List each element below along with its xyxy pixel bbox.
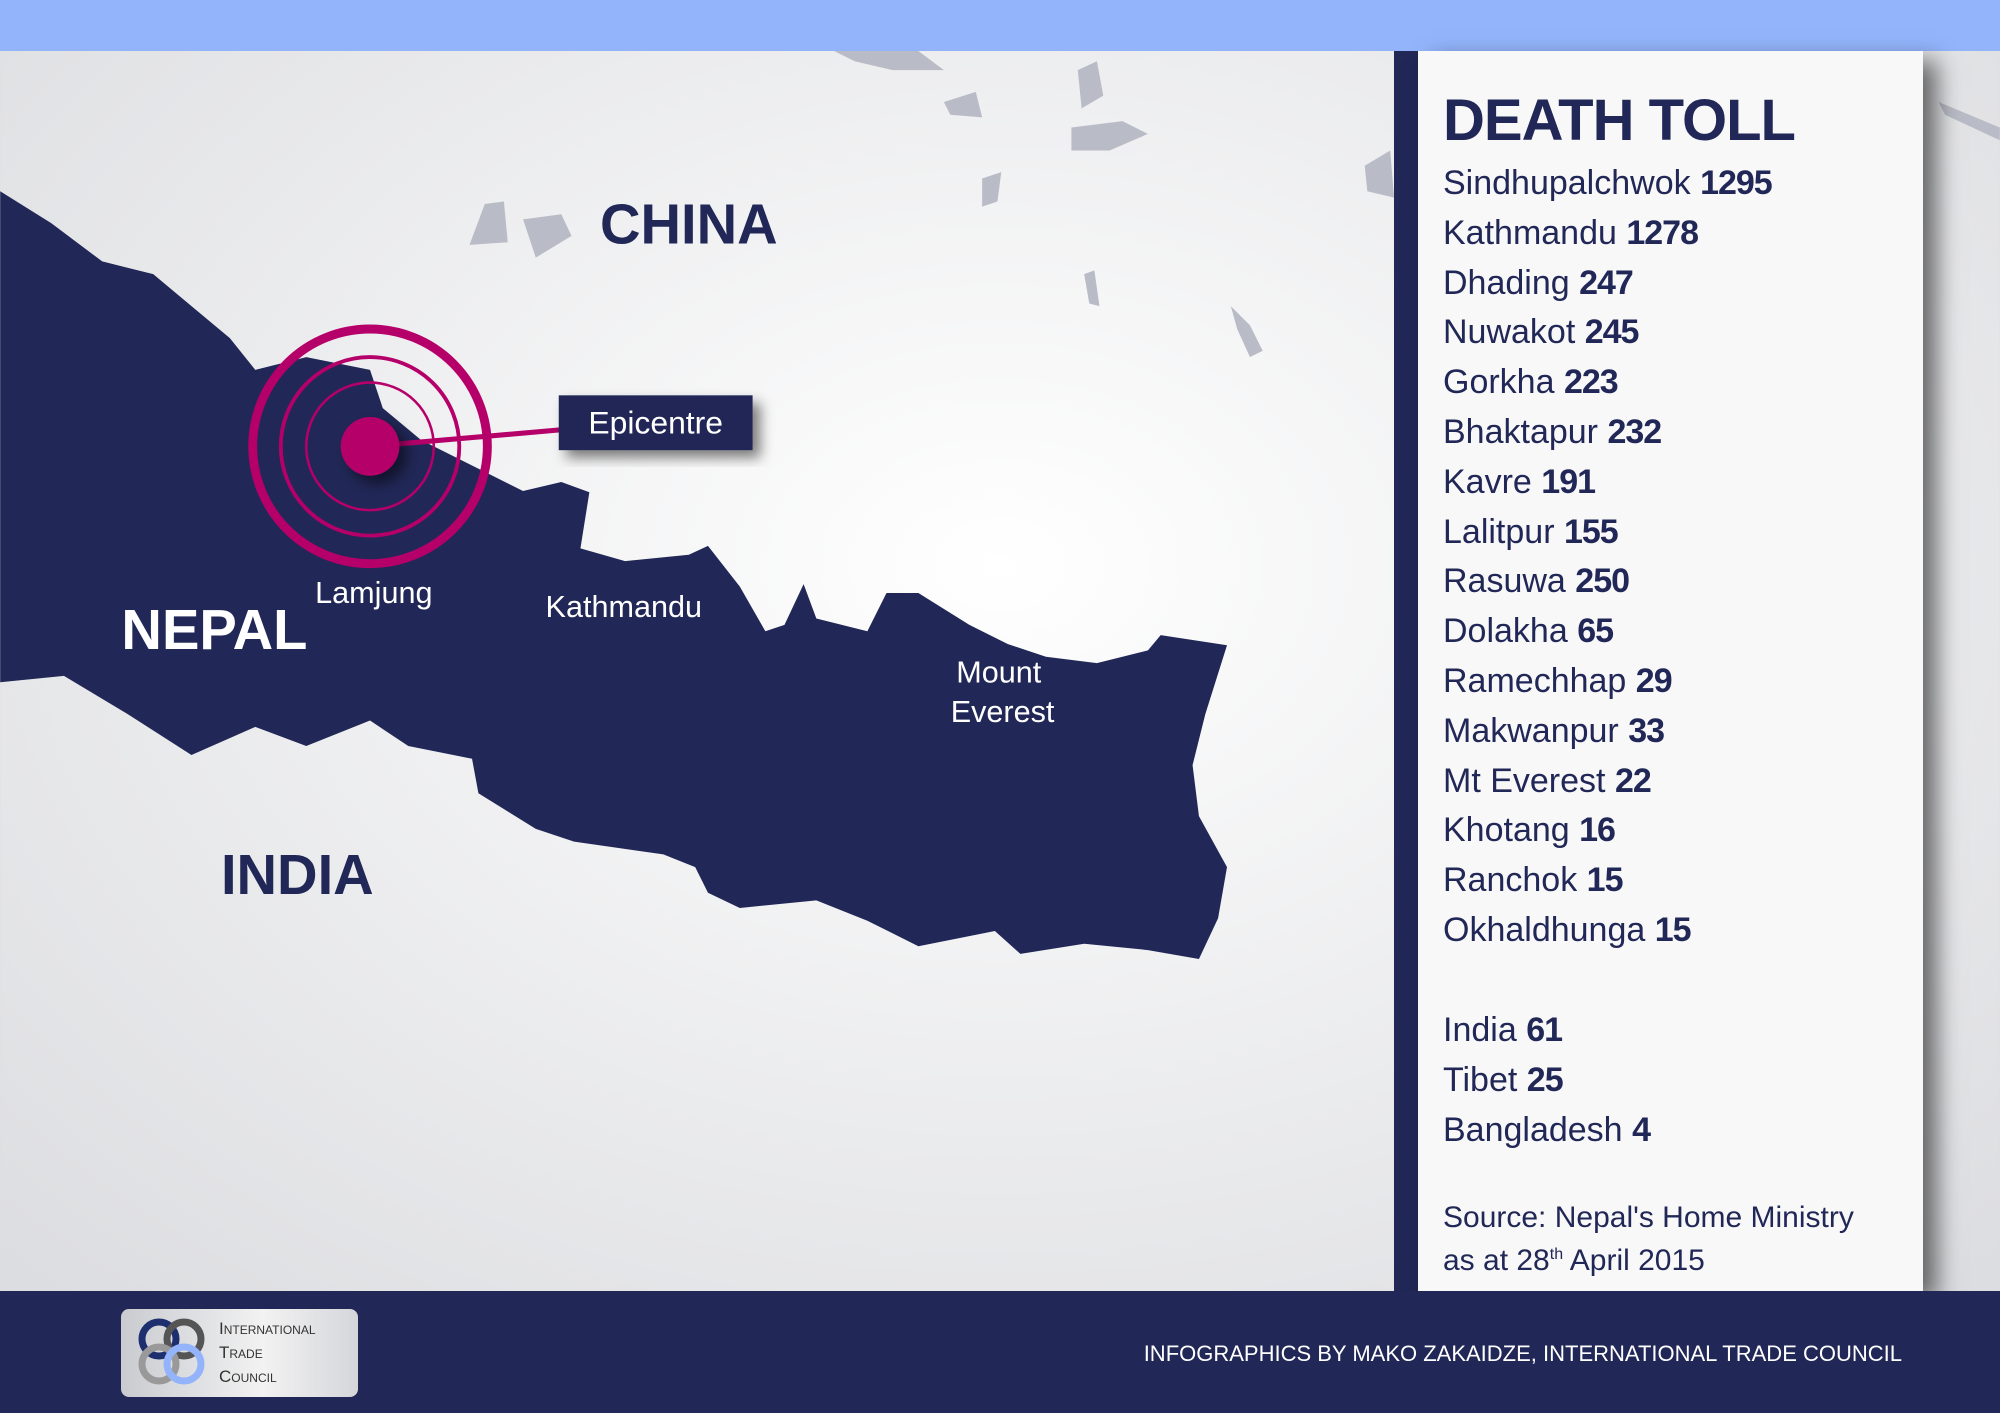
date-pre: as at 28 — [1443, 1244, 1550, 1277]
toll-name: Kathmandu — [1443, 213, 1617, 252]
toll-name: Gorkha — [1443, 363, 1555, 402]
epicentre-label: Epicentre — [588, 405, 723, 441]
label-china: CHINA — [600, 193, 778, 256]
toll-name: Bangladesh — [1443, 1110, 1623, 1149]
credit-text: INFOGRAPHICS BY MAKO ZAKAIDZE, INTERNATI… — [1143, 1341, 1902, 1366]
date-post: April 2015 — [1563, 1244, 1705, 1277]
toll-row: Makwanpur 33 — [1443, 707, 1772, 757]
toll-name: Sindhupalchwok — [1443, 164, 1691, 202]
toll-count: 22 — [1614, 761, 1652, 800]
label-mount: Mount — [956, 655, 1042, 689]
toll-count: 15 — [1586, 861, 1624, 900]
toll-count: 33 — [1628, 711, 1665, 750]
toll-row: Bhaktapur 232 — [1443, 408, 1772, 458]
label-india: INDIA — [221, 843, 374, 906]
toll-name: Ranchok — [1443, 861, 1578, 900]
logo-text: International Trade Council — [219, 1317, 316, 1389]
logo-line: International — [219, 1319, 316, 1338]
toll-count: 1278 — [1626, 213, 1699, 252]
epicentre-marker — [248, 324, 562, 569]
label-lamjung: Lamjung — [315, 576, 432, 610]
toll-name: Bhaktapur — [1443, 412, 1598, 451]
toll-row: India 61 — [1443, 1006, 1650, 1056]
toll-count: 247 — [1579, 263, 1634, 302]
toll-count: 16 — [1579, 811, 1616, 850]
country-list: India 61 Tibet 25 Bangladesh 4 — [1443, 1006, 1651, 1156]
panel-strip — [1394, 51, 1418, 1291]
toll-count: 223 — [1563, 363, 1619, 402]
footer: International Trade Council INFOGRAPHICS… — [0, 1291, 2000, 1413]
toll-row: Bangladesh 4 — [1443, 1106, 1651, 1156]
district-list: Sindhupalchwok 1295 Kathmandu 1278 Dhading… — [1443, 159, 1773, 956]
toll-row: Sindhupalchwok 1295 — [1443, 159, 1773, 209]
toll-row: Rasuwa 250 — [1443, 557, 1772, 607]
date-sup: th — [1549, 1246, 1564, 1263]
toll-row: Okhaldhunga 15 — [1443, 906, 1772, 956]
toll-name: Dolakha — [1443, 612, 1568, 651]
date-line: as at 28th April 2015 — [1443, 1236, 1854, 1279]
toll-name: Kavre — [1443, 462, 1532, 501]
toll-name: Mt Everest — [1443, 761, 1606, 800]
toll-name: Makwanpur — [1443, 711, 1619, 750]
toll-count: 232 — [1607, 412, 1662, 451]
toll-row: Kavre 191 — [1443, 458, 1772, 508]
toll-row: Khotang 16 — [1443, 806, 1772, 856]
death-toll-panel: DEATH TOLL Sindhupalchwok 1295 Kathmandu … — [1418, 51, 1923, 1291]
toll-name: Khotang — [1443, 811, 1570, 850]
toll-count: 4 — [1632, 1110, 1651, 1149]
toll-count: 155 — [1563, 512, 1619, 551]
toll-count: 1295 — [1700, 164, 1773, 202]
toll-name: Tibet — [1443, 1060, 1518, 1099]
toll-row: Mt Everest 22 — [1443, 757, 1772, 807]
toll-name: Okhaldhunga — [1443, 910, 1646, 949]
toll-row: Dhading 247 — [1443, 259, 1772, 309]
toll-name: Rasuwa — [1443, 562, 1566, 601]
toll-row: Ramechhap 29 — [1443, 657, 1772, 707]
toll-count: 250 — [1575, 562, 1630, 601]
toll-row: Kathmandu 1278 — [1443, 209, 1772, 259]
toll-count: 29 — [1635, 661, 1673, 700]
toll-row: Lalitpur 155 — [1443, 508, 1772, 558]
toll-count: 191 — [1541, 462, 1596, 501]
toll-count: 65 — [1577, 612, 1614, 651]
toll-count: 15 — [1654, 910, 1692, 949]
toll-row: Ranchok 15 — [1443, 856, 1772, 906]
source-line: Source: Nepal's Home Ministry — [1443, 1201, 1854, 1234]
toll-count: 61 — [1526, 1011, 1563, 1049]
logo-rings-icon — [138, 1318, 205, 1385]
toll-name: Nuwakot — [1443, 313, 1576, 352]
label-nepal: NEPAL — [121, 598, 307, 661]
toll-row: Dolakha 65 — [1443, 607, 1772, 657]
label-kathmandu: Kathmandu — [546, 590, 702, 624]
logo-line: Trade — [219, 1343, 263, 1362]
toll-name: Dhading — [1443, 263, 1570, 302]
epicentre-callout: Epicentre — [558, 395, 753, 451]
toll-count: 25 — [1526, 1060, 1564, 1099]
toll-row: Nuwakot 245 — [1443, 308, 1772, 358]
panel-title: DEATH TOLL — [1443, 88, 1796, 153]
toll-name: India — [1443, 1011, 1517, 1049]
logo-line: Council — [219, 1367, 277, 1386]
top-bar — [0, 0, 2000, 51]
toll-name: Lalitpur — [1443, 512, 1555, 551]
label-everest: Everest — [951, 695, 1055, 729]
itc-logo: International Trade Council — [121, 1309, 358, 1397]
toll-count: 245 — [1584, 313, 1640, 352]
toll-name: Ramechhap — [1443, 661, 1627, 700]
toll-row: Tibet 25 — [1443, 1056, 1650, 1106]
source-note: Source: Nepal's Home Ministry as at 28th… — [1443, 1199, 1854, 1279]
toll-row: Gorkha 223 — [1443, 358, 1772, 408]
